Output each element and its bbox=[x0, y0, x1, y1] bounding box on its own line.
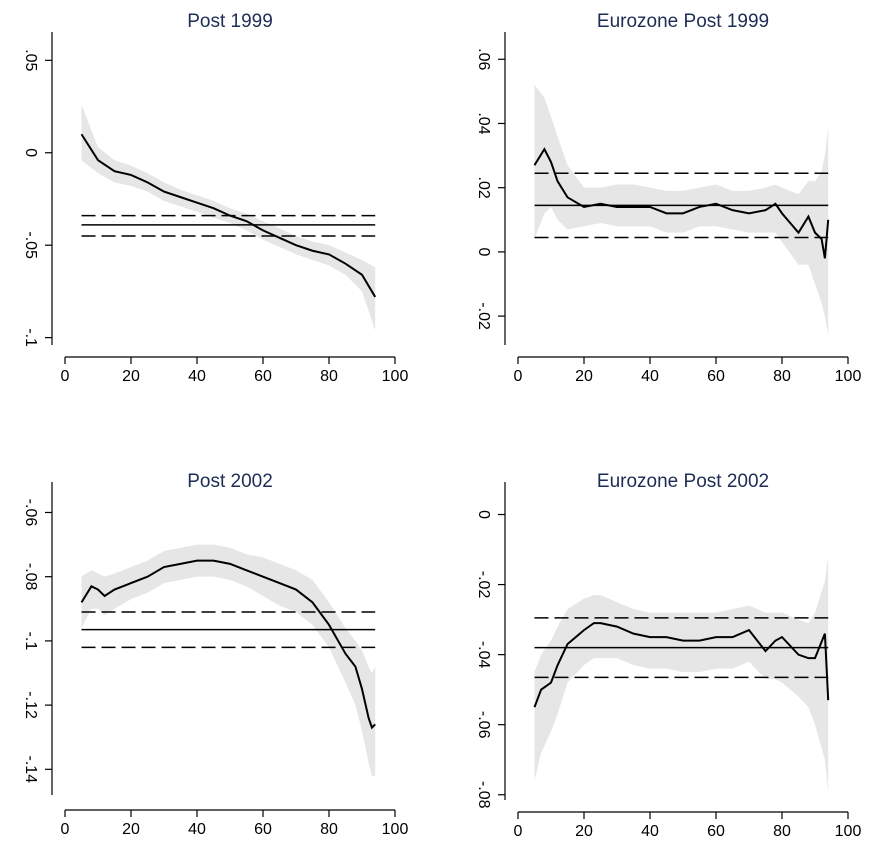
x-tick-label: 100 bbox=[382, 368, 409, 385]
y-tick-label: -.08 bbox=[22, 563, 39, 591]
x-tick-label: 40 bbox=[641, 368, 659, 385]
panel-title: Eurozone Post 2002 bbox=[597, 471, 769, 492]
x-tick-label: 0 bbox=[514, 368, 523, 385]
panel: Post 2002 -.06 -.08 -.1 -.12 -.14 0 20 40 60 80 100 bbox=[22, 471, 409, 838]
y-tick-label: .02 bbox=[475, 177, 492, 199]
panel-title: Post 2002 bbox=[187, 471, 273, 492]
x-tick-label: 20 bbox=[575, 823, 593, 840]
x-tick-label: 60 bbox=[707, 823, 725, 840]
y-tick-label: -.12 bbox=[22, 691, 39, 719]
estimate-line bbox=[533, 147, 830, 259]
estimate-line bbox=[80, 133, 377, 298]
x-tick-label: 0 bbox=[61, 821, 70, 838]
x-tick-label: 100 bbox=[835, 368, 862, 385]
y-tick-label: .04 bbox=[475, 112, 492, 134]
x-tick-label: 20 bbox=[575, 368, 593, 385]
y-tick-label: -.02 bbox=[475, 571, 492, 599]
panel: Eurozone Post 1999 .06 .04 .02 0 -.02 0 20 40 60 8… bbox=[475, 11, 862, 385]
y-tick-label: .06 bbox=[475, 48, 492, 70]
x-tick-label: 40 bbox=[188, 821, 206, 838]
estimate-line bbox=[533, 622, 830, 708]
confidence-band bbox=[534, 84, 829, 336]
x-tick-label: 0 bbox=[61, 368, 70, 385]
x-tick-label: 20 bbox=[122, 821, 140, 838]
y-tick-label: 0 bbox=[475, 510, 492, 519]
y-tick-label: -.08 bbox=[475, 781, 492, 809]
y-tick-label: -.06 bbox=[475, 711, 492, 739]
x-tick-label: 80 bbox=[320, 821, 338, 838]
y-tick-label: .05 bbox=[22, 49, 39, 71]
y-tick-label: -.04 bbox=[475, 641, 492, 669]
x-tick-label: 20 bbox=[122, 368, 140, 385]
x-tick-label: 80 bbox=[320, 368, 338, 385]
y-tick-label: -.02 bbox=[475, 302, 492, 330]
confidence-band bbox=[81, 544, 376, 776]
y-tick-label: -.05 bbox=[22, 231, 39, 259]
y-tick-label: -.1 bbox=[22, 632, 39, 651]
x-tick-label: 40 bbox=[641, 823, 659, 840]
panel-title: Post 1999 bbox=[187, 11, 273, 32]
y-tick-label: -.1 bbox=[22, 328, 39, 347]
panel: Eurozone Post 2002 0 -.02 -.04 -.06 -.08 0 20 40… bbox=[475, 471, 862, 840]
estimate-line bbox=[80, 559, 376, 730]
panel-title: Eurozone Post 1999 bbox=[597, 11, 769, 32]
x-tick-label: 60 bbox=[254, 821, 272, 838]
x-tick-label: 0 bbox=[514, 823, 523, 840]
x-tick-label: 80 bbox=[773, 368, 791, 385]
y-tick-label: 0 bbox=[22, 148, 39, 157]
x-tick-label: 80 bbox=[773, 823, 791, 840]
x-tick-label: 60 bbox=[707, 368, 725, 385]
confidence-band bbox=[534, 556, 829, 792]
x-tick-label: 60 bbox=[254, 368, 272, 385]
y-tick-label: 0 bbox=[475, 247, 492, 256]
panel: Post 1999 .05 0 -.05 -.1 0 20 40 60 80 100 bbox=[22, 11, 409, 385]
x-tick-label: 40 bbox=[188, 368, 206, 385]
y-tick-label: -.06 bbox=[22, 499, 39, 527]
confidence-band bbox=[81, 104, 376, 331]
y-tick-label: -.14 bbox=[22, 756, 39, 784]
x-tick-label: 100 bbox=[382, 821, 409, 838]
x-tick-label: 100 bbox=[835, 823, 862, 840]
